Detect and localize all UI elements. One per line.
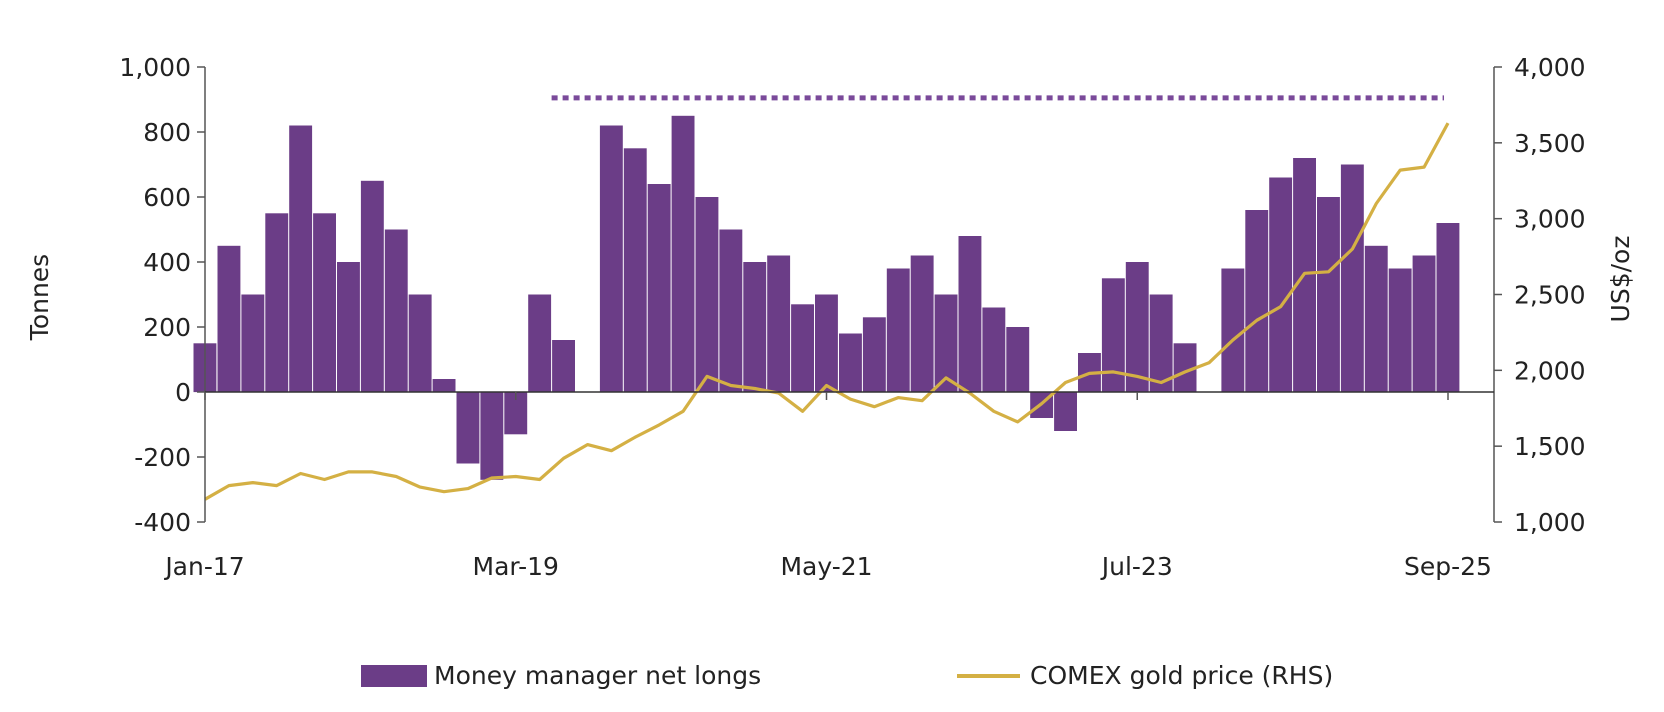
bar-net-longs-Sep-21 <box>862 317 886 393</box>
y-tick-label-left-6: -200 <box>134 443 191 472</box>
bar-net-longs-May-17 <box>241 294 265 392</box>
y-tick-label-right-6: 1,000 <box>1514 508 1586 537</box>
bar-net-longs-Jul-25 <box>1412 255 1436 392</box>
bar-net-longs-Nov-17 <box>313 213 336 393</box>
bar-net-longs-May-18 <box>384 229 408 392</box>
bar-net-longs-Nov-19 <box>599 125 623 392</box>
bar-net-longs-May-24 <box>1245 210 1269 392</box>
bar-net-longs-May-21 <box>815 294 838 392</box>
y-tick-label-right-2: 3,000 <box>1514 205 1586 234</box>
x-tick-label-May-21: May-21 <box>780 552 872 581</box>
tick-labels-layer: 1,000 800 600 400 200 0 -200 -400 4,000 3,500 3,00… <box>119 53 1585 581</box>
bar-net-longs-Mar-22 <box>934 294 958 392</box>
bar-net-longs-Mar-18 <box>360 180 384 393</box>
bar-net-longs-Jan-22 <box>910 255 934 392</box>
y-tick-label-left-3: 400 <box>143 248 191 277</box>
y-tick-label-right-0: 4,000 <box>1514 53 1586 82</box>
bar-net-longs-May-23 <box>1101 278 1125 393</box>
bar-net-longs-May-20 <box>671 115 695 393</box>
y-tick-label-left-5: 0 <box>175 378 191 407</box>
bar-net-longs-Sep-17 <box>289 125 313 392</box>
x-tick-label-Jul-23: Jul-23 <box>1100 552 1173 581</box>
bars-layer <box>193 115 1460 480</box>
bar-net-longs-Mar-24 <box>1221 268 1245 392</box>
y-tick-label-right-3: 2,500 <box>1514 281 1586 310</box>
y-tick-label-left-4: 200 <box>143 313 191 342</box>
legend-label-gold-price: COMEX gold price (RHS) <box>1030 661 1333 690</box>
y-tick-label-left-7: -400 <box>134 508 191 537</box>
bar-net-longs-Jan-18 <box>337 262 360 392</box>
y-tick-label-left-1: 800 <box>143 118 191 147</box>
legend-label-net-longs: Money manager net longs <box>434 661 761 690</box>
bar-net-longs-Jul-17 <box>265 213 289 393</box>
bar-net-longs-May-25 <box>1388 268 1412 392</box>
bar-net-longs-Jul-21 <box>839 333 862 392</box>
y-tick-label-left-2: 600 <box>143 183 191 212</box>
bar-net-longs-Nov-21 <box>886 268 910 392</box>
gold-price-line-layer <box>204 122 1450 501</box>
y-tick-label-right-1: 3,500 <box>1514 129 1586 158</box>
bar-net-longs-Mar-20 <box>647 184 671 392</box>
bar-net-longs-Sep-22 <box>1006 327 1030 392</box>
bar-net-longs-May-19 <box>528 294 552 392</box>
bar-net-longs-Jan-23 <box>1054 392 1077 431</box>
bar-net-longs-May-22 <box>958 236 982 392</box>
y-axis-title-left: Tonnes <box>25 254 54 341</box>
bar-net-longs-Nov-20 <box>743 262 767 392</box>
y-axis-title-right: US$/oz <box>1606 236 1635 323</box>
bar-net-longs-Nov-24 <box>1317 197 1340 392</box>
bar-net-longs-Mar-21 <box>791 304 814 393</box>
legend-bar-swatch <box>361 665 427 687</box>
bar-net-longs-Mar-25 <box>1364 245 1388 393</box>
legend: Money manager net longs COMEX gold price… <box>361 661 1333 690</box>
y-tick-label-right-5: 1,500 <box>1514 432 1586 461</box>
y-tick-label-right-4: 2,000 <box>1514 356 1586 385</box>
bar-net-longs-Jul-22 <box>982 307 1006 392</box>
y-tick-label-left-0: 1,000 <box>119 53 191 82</box>
bar-net-longs-Jul-19 <box>552 340 575 392</box>
x-tick-label-Jan-17: Jan-17 <box>163 552 244 581</box>
bar-net-longs-Jul-18 <box>408 294 432 392</box>
bar-net-longs-Sep-18 <box>432 379 456 392</box>
bar-net-longs-Jan-21 <box>767 255 791 392</box>
bar-net-longs-Jul-23 <box>1125 262 1149 392</box>
bar-net-longs-Nov-18 <box>456 392 480 464</box>
bar-net-longs-Jan-25 <box>1340 164 1364 392</box>
bar-net-longs-Sep-25 <box>1436 223 1460 392</box>
bar-net-longs-Mar-17 <box>217 245 241 393</box>
bar-net-longs-Jan-20 <box>623 148 647 393</box>
gold-price-line <box>204 122 1450 501</box>
bar-net-longs-Jul-20 <box>695 197 719 392</box>
bar-net-longs-Jan-19 <box>480 392 504 480</box>
x-tick-label-Mar-19: Mar-19 <box>473 552 559 581</box>
x-tick-label-Sep-25: Sep-25 <box>1404 552 1492 581</box>
bar-net-longs-Mar-19 <box>504 392 528 435</box>
axes-layer <box>197 66 1502 523</box>
bar-net-longs-Nov-23 <box>1173 343 1197 393</box>
bar-net-longs-Jul-24 <box>1269 177 1293 392</box>
bar-net-longs-Sep-23 <box>1149 294 1173 392</box>
bar-net-longs-Sep-20 <box>719 229 743 392</box>
